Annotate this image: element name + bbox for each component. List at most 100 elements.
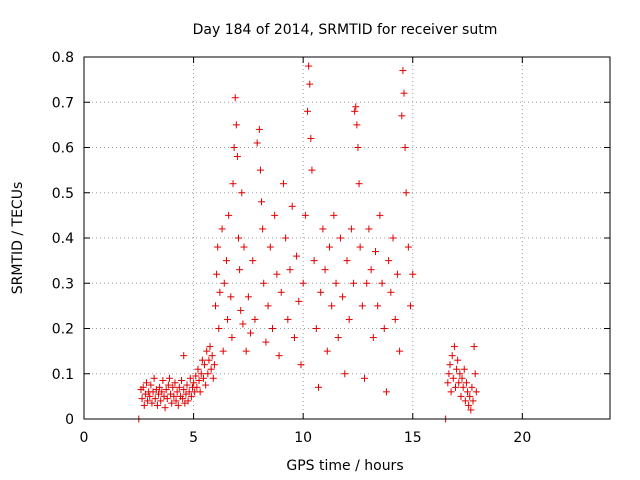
data-point [140,401,148,409]
data-point [231,94,239,102]
data-point [279,180,287,188]
data-point [148,399,156,407]
data-point [208,352,216,360]
data-point [251,315,259,323]
data-point [139,383,147,391]
data-point [369,334,377,342]
data-point [293,252,301,260]
data-point [197,370,205,378]
data-point [169,383,177,391]
data-point [459,383,467,391]
data-point [400,89,408,97]
data-point [190,379,198,387]
data-point [328,302,336,310]
y-tick-label: 0.2 [52,322,74,338]
data-point [201,361,209,369]
data-point [157,397,165,405]
data-point [218,225,226,233]
data-point [358,302,366,310]
data-point [472,388,480,396]
data-point [147,381,155,389]
data-point [195,377,203,385]
data-point [275,352,283,360]
data-point [321,266,329,274]
data-point [235,234,243,242]
data-point [334,334,342,342]
data-point [156,383,164,391]
data-point [170,392,178,400]
data-point [307,134,315,142]
data-point [220,279,228,287]
data-point [396,347,404,355]
data-point [199,374,207,382]
data-point [228,334,236,342]
data-point [387,288,395,296]
data-point [162,386,170,394]
data-point [230,144,238,151]
data-point [205,356,213,364]
data-point [391,315,399,323]
data-point [207,365,215,373]
data-point [304,107,312,115]
data-point [315,383,323,391]
data-point [341,370,349,378]
data-point [216,288,224,296]
data-point [209,374,217,382]
data-point [374,302,382,310]
data-point [240,243,248,251]
data-point [164,381,172,389]
data-point [215,325,223,332]
data-point [462,379,470,387]
data-point [203,347,211,355]
data-point [330,211,338,219]
data-point [286,266,294,274]
data-point [323,347,331,355]
data-point [225,211,233,219]
data-point [445,370,453,378]
data-point [153,401,161,409]
data-point [224,315,232,323]
data-point [460,365,468,373]
data-point [409,270,417,278]
data-point [454,356,462,364]
data-point [161,404,169,412]
y-tick-label: 0.7 [52,95,74,111]
data-point [247,329,255,337]
data-point [163,395,171,403]
data-point [371,248,379,256]
data-point [398,112,406,120]
y-axis-label: SRMTID / TECUs [10,182,26,295]
data-point [237,306,245,314]
data-point [233,153,241,161]
data-point [332,279,340,287]
data-point [178,377,186,385]
data-point [227,293,235,301]
data-point [258,198,266,206]
data-point [350,279,358,287]
data-point [239,320,247,328]
grid-layer [84,57,610,419]
x-tick-label: 10 [294,430,312,446]
data-point [450,343,458,351]
data-point [465,401,473,409]
data-point [179,395,187,403]
data-point [214,243,222,251]
data-point [453,365,461,373]
data-point [174,401,182,409]
data-point [355,180,363,188]
data-point [339,293,347,301]
data-point [255,125,263,133]
data-point [256,166,264,174]
data-point [204,370,212,378]
data-point [236,266,244,274]
data-point [301,211,309,219]
data-point [171,379,179,387]
data-point [378,279,386,287]
data-point [367,266,375,274]
data-point [389,234,397,242]
data-point [393,270,401,278]
data-point [260,279,268,287]
data-point [380,325,388,332]
data-point [305,62,313,70]
